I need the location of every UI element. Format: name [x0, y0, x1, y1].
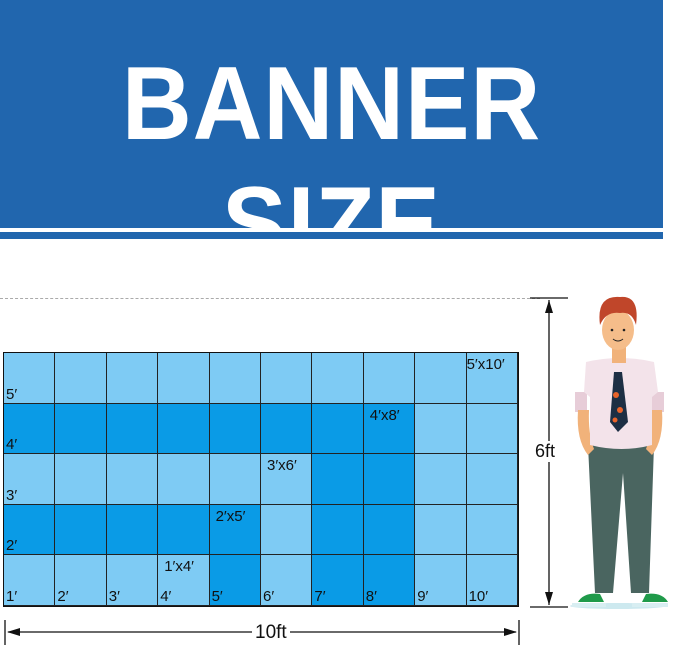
grid-cell — [466, 555, 518, 606]
grid-cell — [106, 555, 159, 606]
grid-cell — [415, 504, 467, 556]
arrow-up-icon — [545, 300, 553, 313]
banner-stripe — [0, 232, 663, 239]
grid-cell — [363, 504, 416, 556]
height-guide-dashed-line — [0, 298, 540, 299]
grid-cell — [4, 504, 56, 556]
grid-cell — [261, 454, 313, 505]
grid-cell — [55, 504, 107, 556]
grid-cell — [158, 454, 210, 505]
grid-cell — [158, 555, 210, 606]
grid-cell — [55, 555, 107, 606]
column-label: 6′ — [263, 588, 275, 605]
grid-cell — [261, 504, 313, 556]
grid-cell — [106, 454, 159, 505]
grid-cell — [466, 454, 518, 505]
column-label: 8′ — [365, 588, 377, 605]
grid-cell — [363, 454, 416, 505]
banner-title: BANNER SIZE — [121, 46, 542, 282]
column-label: 2′ — [57, 588, 69, 605]
size-label: 4′x8′ — [369, 406, 400, 424]
column-label: 9′ — [417, 588, 429, 605]
arrow-left-icon — [7, 628, 20, 636]
size-label: 1′x4′ — [164, 558, 194, 576]
grid-cell — [55, 403, 107, 455]
column-label: 5′ — [211, 588, 223, 605]
banner-header: BANNER SIZE — [0, 0, 663, 282]
grid-cell — [158, 353, 210, 404]
banner-size-grid: 1′ 2′ 3′ 4′ 5′ 6′ 7′ 8′ 9′ 10′ 2′ 3′ 4′ 5′ 1′x4′ 2′x5′ 3… — [3, 352, 519, 607]
grid-cell — [158, 403, 210, 455]
grid-cell — [312, 353, 364, 404]
grid-cell — [363, 555, 416, 606]
width-label: 10ft — [252, 622, 290, 644]
grid-cell — [312, 403, 364, 455]
column-label: 7′ — [314, 588, 326, 605]
grid-cell — [312, 504, 364, 556]
grid-cell — [4, 454, 56, 505]
grid-cell — [55, 353, 107, 404]
grid-cell — [158, 504, 210, 556]
grid-cell — [106, 353, 159, 404]
grid-cell — [55, 454, 107, 505]
grid-cell — [261, 353, 313, 404]
grid-cell — [312, 454, 364, 505]
size-label: 3′x6′ — [267, 457, 297, 475]
grid-cell — [415, 555, 467, 606]
column-label: 3′ — [108, 588, 120, 605]
grid-cell — [261, 403, 313, 455]
column-label: 1′ — [6, 588, 18, 605]
grid-cell — [415, 403, 467, 455]
row-label: 4′ — [6, 436, 18, 454]
grid-cell — [312, 555, 364, 606]
grid-cell — [261, 555, 313, 606]
grid-cell — [209, 403, 261, 455]
column-label: 4′ — [160, 588, 172, 605]
grid-cell — [106, 403, 159, 455]
standing-man-illustration — [570, 296, 668, 609]
grid-cell — [363, 403, 416, 455]
grid-cell — [415, 454, 467, 505]
grid-cell — [209, 504, 261, 556]
grid-cell — [415, 353, 467, 404]
grid-cell — [4, 353, 56, 404]
grid-cell — [209, 454, 261, 505]
grid-cell — [466, 504, 518, 556]
size-label: 5′x10′ — [466, 356, 505, 373]
size-label: 2′x5′ — [215, 507, 246, 525]
arrow-down-icon — [545, 592, 553, 605]
grid-cell — [4, 555, 56, 606]
grid-cell — [209, 555, 261, 606]
grid-cell — [466, 403, 518, 455]
row-label: 5′ — [6, 385, 18, 403]
grid-cell — [466, 353, 518, 404]
column-label: 10′ — [468, 588, 489, 605]
grid-cell — [4, 403, 56, 455]
grid-cell — [363, 353, 416, 404]
grid-cell — [209, 353, 261, 404]
height-label: 6ft — [532, 441, 559, 462]
grid-cell — [106, 504, 159, 556]
row-label: 3′ — [6, 486, 18, 504]
arrow-right-icon — [504, 628, 517, 636]
row-label: 2′ — [6, 537, 18, 555]
